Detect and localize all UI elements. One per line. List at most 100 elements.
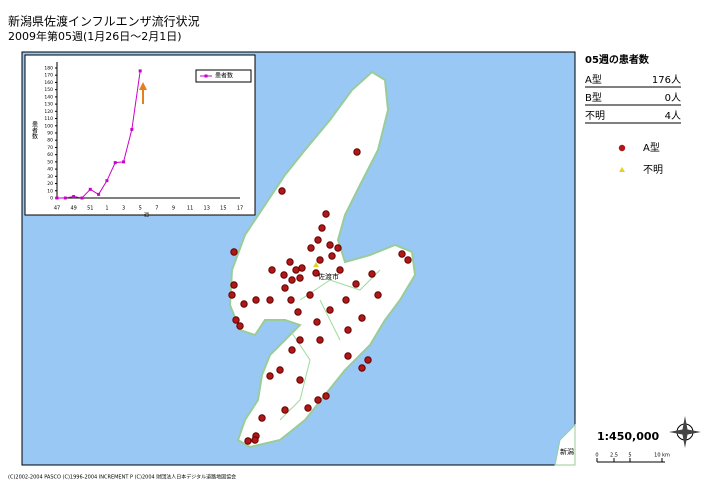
case-dot xyxy=(287,296,295,304)
corner-label: 新潟 xyxy=(560,447,574,456)
y-tick-label: 30 xyxy=(47,174,53,180)
case-dot xyxy=(266,296,274,304)
case-dot xyxy=(368,270,376,278)
case-dot xyxy=(326,241,334,249)
case-dot xyxy=(251,436,259,444)
case-dot xyxy=(258,414,266,422)
case-dot xyxy=(276,366,284,374)
y-tick-label: 0 xyxy=(50,196,53,202)
marker xyxy=(113,161,117,165)
case-dot xyxy=(281,406,289,414)
y-tick-label: 40 xyxy=(47,167,53,173)
marker xyxy=(105,179,109,183)
compass xyxy=(669,416,701,448)
x-tick-label: 51 xyxy=(87,206,93,212)
case-dot xyxy=(316,336,324,344)
case-dot xyxy=(316,256,324,264)
legend-label: A型 xyxy=(643,141,660,154)
case-dot xyxy=(288,276,296,284)
case-dot xyxy=(306,291,314,299)
y-tick-label: 160 xyxy=(44,80,53,86)
case-dot xyxy=(314,396,322,404)
x-tick-label: 15 xyxy=(220,206,226,212)
scale: 1:450,000 xyxy=(597,430,660,443)
x-tick-label: 17 xyxy=(237,206,243,212)
panel-title: 05週の患者数 xyxy=(585,53,650,66)
mainland xyxy=(554,423,576,466)
roads xyxy=(279,269,381,421)
case-dot xyxy=(230,281,238,289)
y-tick-label: 110 xyxy=(44,116,53,122)
row-value: 0人 xyxy=(665,92,681,104)
case-dot xyxy=(286,258,294,266)
x-tick-label: 9 xyxy=(172,206,175,212)
legend-label: 不明 xyxy=(643,164,663,176)
case-dot xyxy=(268,266,276,274)
case-dot xyxy=(353,148,361,156)
case-dot xyxy=(296,336,304,344)
y-label: 患者数 xyxy=(31,120,38,140)
subtitle: 2009年第05週(1月26日〜2月1日) xyxy=(8,29,182,43)
x-label: 週 xyxy=(144,212,149,219)
case-dot xyxy=(294,308,302,316)
legend-dot xyxy=(618,144,626,152)
case-dot xyxy=(296,376,304,384)
y-tick-label: 150 xyxy=(44,87,53,93)
y-tick-label: 130 xyxy=(44,102,53,108)
case-dot xyxy=(326,306,334,314)
marker xyxy=(72,195,76,199)
case-dot xyxy=(230,248,238,256)
case-dot xyxy=(313,318,321,326)
row-label: A型 xyxy=(585,73,602,86)
marker xyxy=(122,160,126,164)
case-dot xyxy=(236,322,244,330)
case-dot xyxy=(404,256,412,264)
case-dot xyxy=(352,280,360,288)
y-tick-label: 60 xyxy=(47,152,53,158)
case-dot xyxy=(334,244,342,252)
y-tick-label: 70 xyxy=(47,145,53,151)
x-tick-label: 49 xyxy=(70,206,76,212)
case-dot xyxy=(398,250,406,258)
case-dot xyxy=(342,296,350,304)
case-dot xyxy=(364,356,372,364)
case-dot xyxy=(232,316,240,324)
case-dot xyxy=(322,210,330,218)
row-label: 不明 xyxy=(585,110,605,122)
case-dot xyxy=(344,352,352,360)
legend-box xyxy=(195,69,252,83)
arrow-head xyxy=(139,82,147,90)
y-tick-label: 140 xyxy=(44,94,53,100)
x-tick-label: 3 xyxy=(122,206,125,212)
x-tick-label: 1 xyxy=(105,206,108,212)
y-tick-label: 180 xyxy=(44,66,53,72)
marker xyxy=(55,196,59,200)
x-tick-label: 13 xyxy=(204,206,210,212)
case-dot xyxy=(278,187,286,195)
legend-label: 患者数 xyxy=(215,72,233,80)
case-dot xyxy=(307,244,315,252)
marker xyxy=(63,196,67,200)
case-dot xyxy=(298,264,306,272)
case-dot xyxy=(322,392,330,400)
y-tick-label: 90 xyxy=(47,131,53,137)
x-tick-label: 5 xyxy=(139,206,142,212)
scale-label: 0 xyxy=(595,453,598,459)
scale-label: 2.5 xyxy=(610,453,618,459)
case-dot xyxy=(288,346,296,354)
case-dot xyxy=(252,296,260,304)
y-tick-label: 170 xyxy=(44,73,53,79)
case-dot xyxy=(328,252,336,260)
case-dot xyxy=(228,291,236,299)
marker xyxy=(130,127,134,131)
case-dot xyxy=(358,364,366,372)
x-tick-label: 11 xyxy=(187,206,193,212)
marker xyxy=(88,187,92,191)
case-dot xyxy=(240,300,248,308)
cases xyxy=(228,148,412,445)
case-dot xyxy=(314,236,322,244)
case-dot xyxy=(280,271,288,279)
